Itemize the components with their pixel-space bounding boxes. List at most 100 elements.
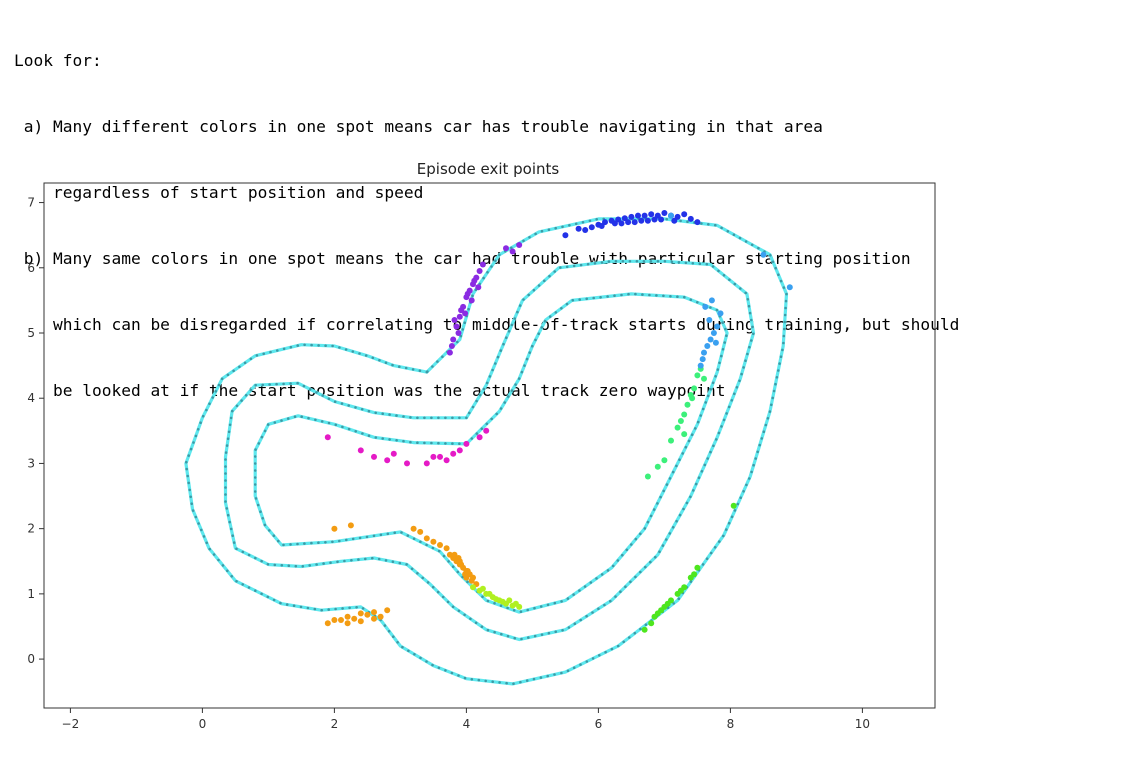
exit-point [694,564,701,571]
exit-point [694,372,701,379]
exit-point [430,453,437,460]
track-waypoint [190,502,193,506]
track-waypoint [701,563,705,566]
track-waypoint [381,412,385,416]
track-waypoint [591,657,595,660]
track-waypoint [527,636,530,639]
track-waypoint [324,541,327,544]
track-waypoint [188,488,191,492]
track-waypoint [620,293,623,297]
track-waypoint [224,486,227,489]
track-waypoint [517,377,521,380]
track-waypoint [543,279,546,283]
track-waypoint [416,416,419,420]
track-waypoint [534,338,537,342]
track-waypoint [715,438,718,441]
track-waypoint [457,674,460,677]
track-waypoint [244,394,248,397]
track-waypoint [572,593,575,596]
track-waypoint [642,260,646,263]
track-waypoint [437,416,440,420]
exit-point [651,613,658,620]
track-waypoint [470,678,474,681]
track-waypoint [633,631,637,635]
track-waypoint [553,270,556,273]
exit-point [506,597,513,604]
track-waypoint [491,368,494,372]
track-waypoint [447,560,450,563]
track-waypoint [419,540,422,544]
track-waypoint [253,490,257,493]
track-waypoint [499,349,503,352]
track-waypoint [546,603,550,607]
track-waypoint [446,600,450,604]
track-waypoint [425,660,428,663]
track-waypoint [742,366,745,369]
track-waypoint [364,557,367,561]
exit-point [476,434,483,441]
track-waypoint [712,444,715,448]
track-waypoint [689,298,693,301]
track-waypoint [477,678,481,682]
track-waypoint [592,296,595,300]
track-waypoint [754,457,757,460]
exit-point [644,217,651,224]
track-waypoint [668,532,672,535]
track-waypoint [496,355,500,359]
track-waypoint [522,298,525,301]
exit-point [430,538,437,545]
track-waypoint [690,433,694,437]
exit-point [417,528,424,535]
track-waypoint [303,542,306,545]
track-waypoint [212,553,216,556]
track-waypoint [395,414,398,417]
track-waypoint [510,323,514,327]
y-tick-label: 2 [27,522,35,536]
track-waypoint [208,547,211,551]
track-waypoint [677,261,681,264]
track-waypoint [598,654,601,657]
track-waypoint [315,563,318,566]
track-waypoint [224,479,227,482]
track-waypoint [361,432,364,435]
track-waypoint [537,284,541,287]
track-waypoint [279,601,282,605]
track-waypoint [520,370,524,374]
track-waypoint [338,539,341,543]
track-waypoint [597,607,600,610]
track-waypoint [365,535,369,539]
track-waypoint [709,450,712,454]
track-waypoint [303,343,306,347]
track-waypoint [518,304,522,307]
exit-point [456,313,463,320]
track-waypoint [532,677,536,681]
track-waypoint [254,589,257,592]
track-waypoint [572,666,576,669]
exit-point [347,522,354,529]
track-waypoint [668,477,672,480]
track-waypoint [703,463,707,467]
exit-point [357,618,364,625]
track-waypoint [254,383,257,387]
track-waypoint [488,375,492,378]
track-waypoint [720,354,723,358]
track-waypoint [436,590,440,594]
track-waypoint [254,497,258,500]
instruction-notes: Look for: a) Many different colors in on… [14,6,1114,424]
track-waypoint [696,420,700,424]
exit-series-5 [470,584,523,610]
track-waypoint [437,666,441,670]
track-waypoint [774,382,777,386]
track-waypoint [253,455,257,458]
track-waypoint [770,403,773,407]
track-waypoint [461,328,465,331]
track-waypoint [574,222,578,226]
track-waypoint [599,296,602,299]
track-waypoint [715,308,719,312]
exit-point [638,217,645,224]
exit-point [598,223,605,229]
exit-point [611,220,618,227]
track-waypoint [510,246,513,250]
track-waypoint [347,404,351,407]
track-waypoint [643,527,647,530]
